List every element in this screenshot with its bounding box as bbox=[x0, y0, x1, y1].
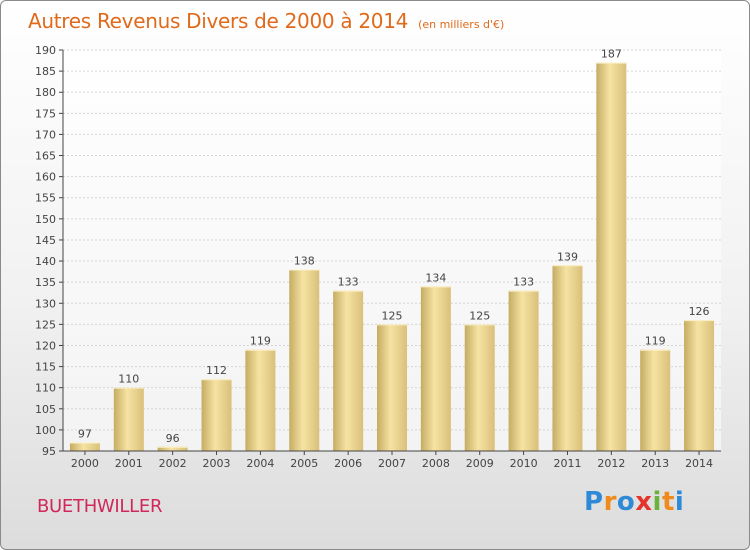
y-tick-label: 190 bbox=[35, 44, 56, 57]
bar-2003 bbox=[201, 379, 232, 451]
y-tick-label: 160 bbox=[35, 171, 56, 184]
bar-2001 bbox=[113, 387, 144, 451]
value-label-2000: 97 bbox=[78, 428, 92, 441]
axes: 95 100 105 110 115 120 125 130 135 140 145 150 155 16… bbox=[35, 44, 721, 470]
value-label-2004: 119 bbox=[250, 335, 271, 348]
value-label-2002: 96 bbox=[166, 432, 180, 445]
x-tick-label-2013: 2013 bbox=[641, 457, 669, 470]
logo-letter: o bbox=[616, 487, 636, 517]
y-tick-label: 130 bbox=[35, 297, 56, 310]
bar-2007 bbox=[377, 324, 407, 451]
value-label-2007: 125 bbox=[382, 309, 403, 322]
logo-letter: P bbox=[584, 487, 604, 517]
title-row: Autres Revenus Divers de 2000 à 2014 (en… bbox=[28, 9, 504, 33]
y-tick-label: 105 bbox=[35, 403, 56, 416]
x-tick-label-2011: 2011 bbox=[553, 457, 581, 470]
value-label-2001: 110 bbox=[118, 373, 139, 386]
bar-2008 bbox=[420, 286, 451, 451]
city-name: BUETHWILLER bbox=[37, 496, 163, 517]
value-label-2011: 139 bbox=[557, 250, 578, 263]
bar-2002 bbox=[157, 446, 188, 451]
y-tick-label: 120 bbox=[35, 339, 56, 352]
logo-letter: i bbox=[652, 487, 662, 517]
y-tick-label: 170 bbox=[35, 128, 56, 141]
x-tick-label-2001: 2001 bbox=[115, 457, 143, 470]
x-tick-label-2005: 2005 bbox=[290, 457, 318, 470]
y-tick-label: 140 bbox=[35, 255, 56, 268]
bar-2014 bbox=[684, 320, 715, 451]
value-label-2013: 119 bbox=[645, 335, 666, 348]
x-tick-label-2009: 2009 bbox=[466, 457, 494, 470]
x-tick-label-2007: 2007 bbox=[378, 457, 406, 470]
value-label-2003: 112 bbox=[206, 364, 227, 377]
bar-2010 bbox=[508, 290, 539, 451]
bar-2004 bbox=[245, 349, 276, 451]
value-label-2010: 133 bbox=[513, 276, 534, 289]
y-tick-label: 110 bbox=[35, 382, 56, 395]
value-label-2014: 126 bbox=[689, 305, 710, 318]
proxiti-logo: Proxiti bbox=[584, 487, 684, 517]
value-label-2009: 125 bbox=[469, 309, 490, 322]
y-tick-label: 185 bbox=[35, 65, 56, 78]
value-labels: 97 110 96 112 119 138 133 125 134 125 133 139 187 119… bbox=[78, 48, 710, 445]
y-tick-label: 180 bbox=[35, 86, 56, 99]
y-tick-label: 150 bbox=[35, 213, 56, 226]
x-tick-label-2014: 2014 bbox=[685, 457, 713, 470]
logo-letter: r bbox=[603, 487, 617, 517]
logo-letter: t bbox=[661, 487, 675, 517]
y-tick-label: 175 bbox=[35, 107, 56, 120]
bar-2009 bbox=[464, 324, 495, 451]
logo-letter: x bbox=[635, 487, 653, 517]
y-tick-label: 165 bbox=[35, 150, 56, 163]
chart-subtitle: (en milliers d'€) bbox=[418, 18, 505, 31]
y-tick-label: 115 bbox=[35, 361, 56, 374]
value-label-2008: 134 bbox=[425, 271, 446, 284]
x-tick-label-2012: 2012 bbox=[597, 457, 625, 470]
bar-2011 bbox=[552, 265, 583, 451]
value-label-2006: 133 bbox=[338, 276, 359, 289]
value-label-2012: 187 bbox=[601, 48, 622, 61]
y-tick-label: 155 bbox=[35, 192, 56, 205]
y-tick-label: 100 bbox=[35, 424, 56, 437]
x-tick-label-2008: 2008 bbox=[422, 457, 450, 470]
bar-2013 bbox=[640, 349, 671, 451]
logo-letter: i bbox=[674, 487, 685, 517]
bar-2005 bbox=[289, 269, 320, 451]
y-tick-label: 125 bbox=[35, 318, 56, 331]
y-tick-label: 135 bbox=[35, 276, 56, 289]
x-tick-label-2010: 2010 bbox=[510, 457, 538, 470]
bar-2006 bbox=[333, 290, 364, 451]
x-tick-label-2006: 2006 bbox=[334, 457, 362, 470]
x-tick-label-2002: 2002 bbox=[159, 457, 187, 470]
x-tick-label-2004: 2004 bbox=[246, 457, 274, 470]
bar-2012 bbox=[596, 62, 627, 452]
chart-title: Autres Revenus Divers de 2000 à 2014 bbox=[28, 9, 409, 33]
bars bbox=[69, 62, 715, 452]
y-tick-label: 95 bbox=[42, 445, 56, 458]
x-tick-label-2000: 2000 bbox=[71, 457, 99, 470]
y-tick-label: 145 bbox=[35, 234, 56, 247]
x-tick-label-2003: 2003 bbox=[203, 457, 231, 470]
value-label-2005: 138 bbox=[294, 254, 315, 267]
bar-2000 bbox=[69, 442, 100, 451]
